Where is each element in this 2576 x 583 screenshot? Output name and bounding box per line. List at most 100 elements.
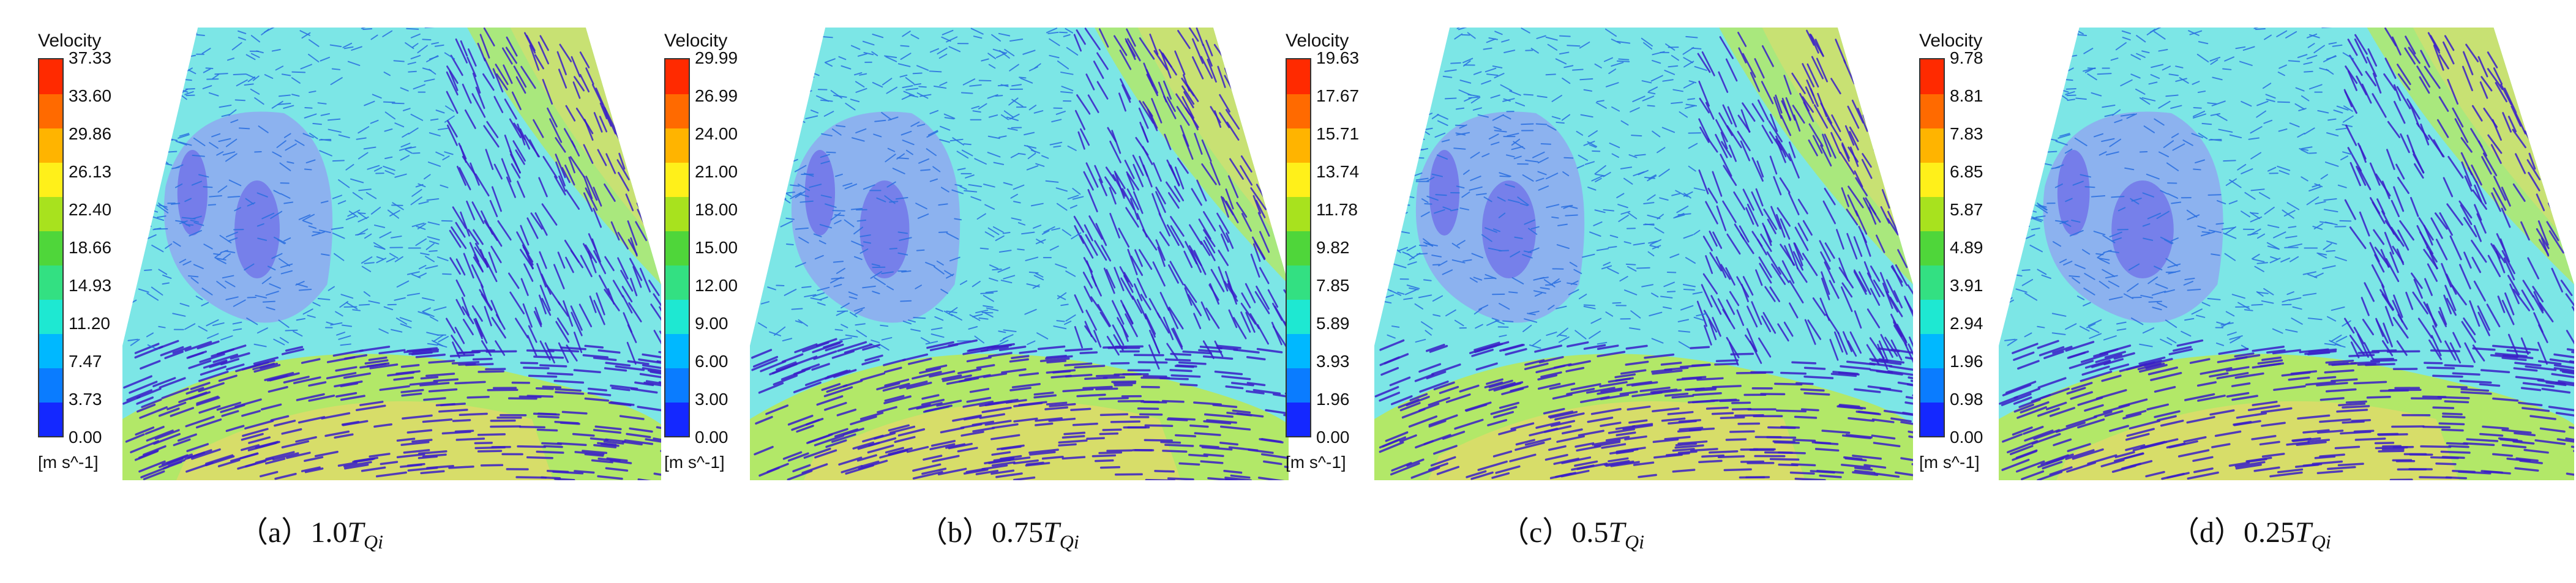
- caption-symbol: T: [2295, 516, 2312, 549]
- legend-tick: 0.00: [69, 428, 102, 447]
- panel-a: Velocity 37.33 33.60 29.86 26.13 22.40 1…: [0, 0, 661, 583]
- legend-color-band: [665, 265, 689, 300]
- legend-tick: 7.83: [1950, 124, 1983, 143]
- legend-color-band: [39, 59, 62, 95]
- caption-symbol: T: [1043, 516, 1060, 549]
- legend-color-band: [39, 231, 62, 266]
- legend-title: Velocity: [664, 31, 728, 51]
- legend-tick: 24.00: [695, 124, 738, 143]
- caption-subscript: Qi: [2311, 530, 2331, 553]
- panel-b: Velocity 29.99 26.99 24.00 21.00 18.00 1…: [664, 0, 1289, 583]
- legend-tick: 3.93: [1316, 352, 1350, 371]
- panel-caption: （c）0.5TQi: [1500, 508, 1644, 554]
- legend-colorbar: [664, 58, 690, 437]
- velocity-legend: Velocity 19.63 17.67 15.71 13.74 11.78 9…: [1286, 31, 1359, 483]
- legend-tick: 14.93: [69, 276, 112, 295]
- legend-tick: 0.00: [1950, 428, 1983, 447]
- legend-color-band: [665, 94, 689, 129]
- legend-unit: [m s^-1]: [1286, 453, 1346, 472]
- legend-color-band: [1287, 265, 1310, 300]
- legend-color-band: [665, 231, 689, 266]
- legend-color-band: [39, 196, 62, 232]
- legend-tick: 5.87: [1950, 200, 1983, 219]
- legend-color-band: [1287, 402, 1310, 436]
- legend-color-band: [39, 94, 62, 129]
- legend-tick: 0.98: [1950, 390, 1983, 409]
- legend-tick: 12.00: [695, 276, 738, 295]
- legend-color-band: [1920, 231, 1944, 266]
- velocity-legend: Velocity 37.33 33.60 29.86 26.13 22.40 1…: [38, 31, 111, 483]
- legend-tick: 9.78: [1950, 48, 1983, 67]
- legend-title: Velocity: [1286, 31, 1349, 51]
- legend-tick: 26.13: [69, 162, 112, 181]
- velocity-field-image: [1374, 28, 1913, 480]
- legend-tick: 0.00: [1316, 428, 1350, 447]
- legend-color-band: [1920, 128, 1944, 163]
- legend-unit: [m s^-1]: [1919, 453, 1980, 472]
- legend-colorbar: [1919, 58, 1945, 437]
- legend-tick: 9.82: [1316, 238, 1350, 257]
- legend-color-band: [1287, 231, 1310, 266]
- legend-color-band: [1287, 59, 1310, 95]
- legend-tick: 2.94: [1950, 314, 1983, 333]
- legend-tick: 7.47: [69, 352, 102, 371]
- caption-value: 1.0: [310, 516, 348, 549]
- panel-caption: （b）0.75TQi: [918, 508, 1079, 554]
- velocity-legend: Velocity 9.78 8.81 7.83 6.85 5.87 4.89 3…: [1919, 31, 1993, 483]
- flow-field-svg: [122, 28, 661, 480]
- legend-tick: 19.63: [1316, 48, 1360, 67]
- legend-color-band: [665, 368, 689, 403]
- legend-tick: 26.99: [695, 86, 738, 105]
- legend-tick: 18.00: [695, 200, 738, 219]
- caption-prefix: （c）: [1500, 516, 1572, 549]
- legend-color-band: [1287, 299, 1310, 335]
- flow-field-svg: [750, 28, 1289, 480]
- legend-tick: 15.71: [1316, 124, 1360, 143]
- legend-color-band: [1920, 265, 1944, 300]
- legend-color-band: [1920, 333, 1944, 369]
- legend-color-band: [665, 299, 689, 335]
- legend-color-band: [1287, 128, 1310, 163]
- panel-caption: （a）1.0TQi: [239, 508, 383, 554]
- legend-tick: 21.00: [695, 162, 738, 181]
- legend-color-band: [39, 333, 62, 369]
- legend-tick: 5.89: [1316, 314, 1350, 333]
- legend-tick: 11.78: [1316, 200, 1358, 219]
- legend-tick: 4.89: [1950, 238, 1983, 257]
- caption-subscript: Qi: [1625, 530, 1645, 553]
- legend-colorbar: [38, 58, 64, 437]
- legend-color-band: [1287, 368, 1310, 403]
- legend-tick: 37.33: [69, 48, 112, 67]
- legend-colorbar: [1286, 58, 1311, 437]
- legend-tick: 29.99: [695, 48, 738, 67]
- legend-color-band: [1920, 196, 1944, 232]
- legend-color-band: [1287, 94, 1310, 129]
- legend-color-band: [39, 368, 62, 403]
- legend-tick: 7.85: [1316, 276, 1350, 295]
- legend-tick: 22.40: [69, 200, 112, 219]
- caption-value: 0.25: [2244, 516, 2296, 549]
- legend-color-band: [39, 162, 62, 198]
- panel-d: Velocity 9.78 8.81 7.83 6.85 5.87 4.89 3…: [1919, 0, 2574, 583]
- caption-prefix: （b）: [918, 516, 992, 549]
- caption-subscript: Qi: [1059, 530, 1079, 553]
- velocity-field-image: [1999, 28, 2574, 480]
- legend-color-band: [665, 196, 689, 232]
- legend-tick: 9.00: [695, 314, 728, 333]
- legend-tick: 29.86: [69, 124, 112, 143]
- legend-title: Velocity: [1919, 31, 1983, 51]
- legend-tick: 1.96: [1316, 390, 1350, 409]
- caption-prefix: （d）: [2170, 516, 2244, 549]
- velocity-legend: Velocity 29.99 26.99 24.00 21.00 18.00 1…: [664, 31, 738, 483]
- legend-tick: 3.91: [1950, 276, 1983, 295]
- legend-color-band: [665, 333, 689, 369]
- legend-ticks: 9.78 8.81 7.83 6.85 5.87 4.89 3.91 2.94 …: [1950, 48, 2017, 447]
- legend-color-band: [39, 265, 62, 300]
- panel-caption: （d）0.25TQi: [2170, 508, 2331, 554]
- panel-c: Velocity 19.63 17.67 15.71 13.74 11.78 9…: [1286, 0, 1913, 583]
- legend-color-band: [1920, 162, 1944, 198]
- legend-unit: [m s^-1]: [664, 453, 725, 472]
- legend-color-band: [1920, 94, 1944, 129]
- legend-color-band: [1287, 162, 1310, 198]
- caption-value: 0.5: [1571, 516, 1609, 549]
